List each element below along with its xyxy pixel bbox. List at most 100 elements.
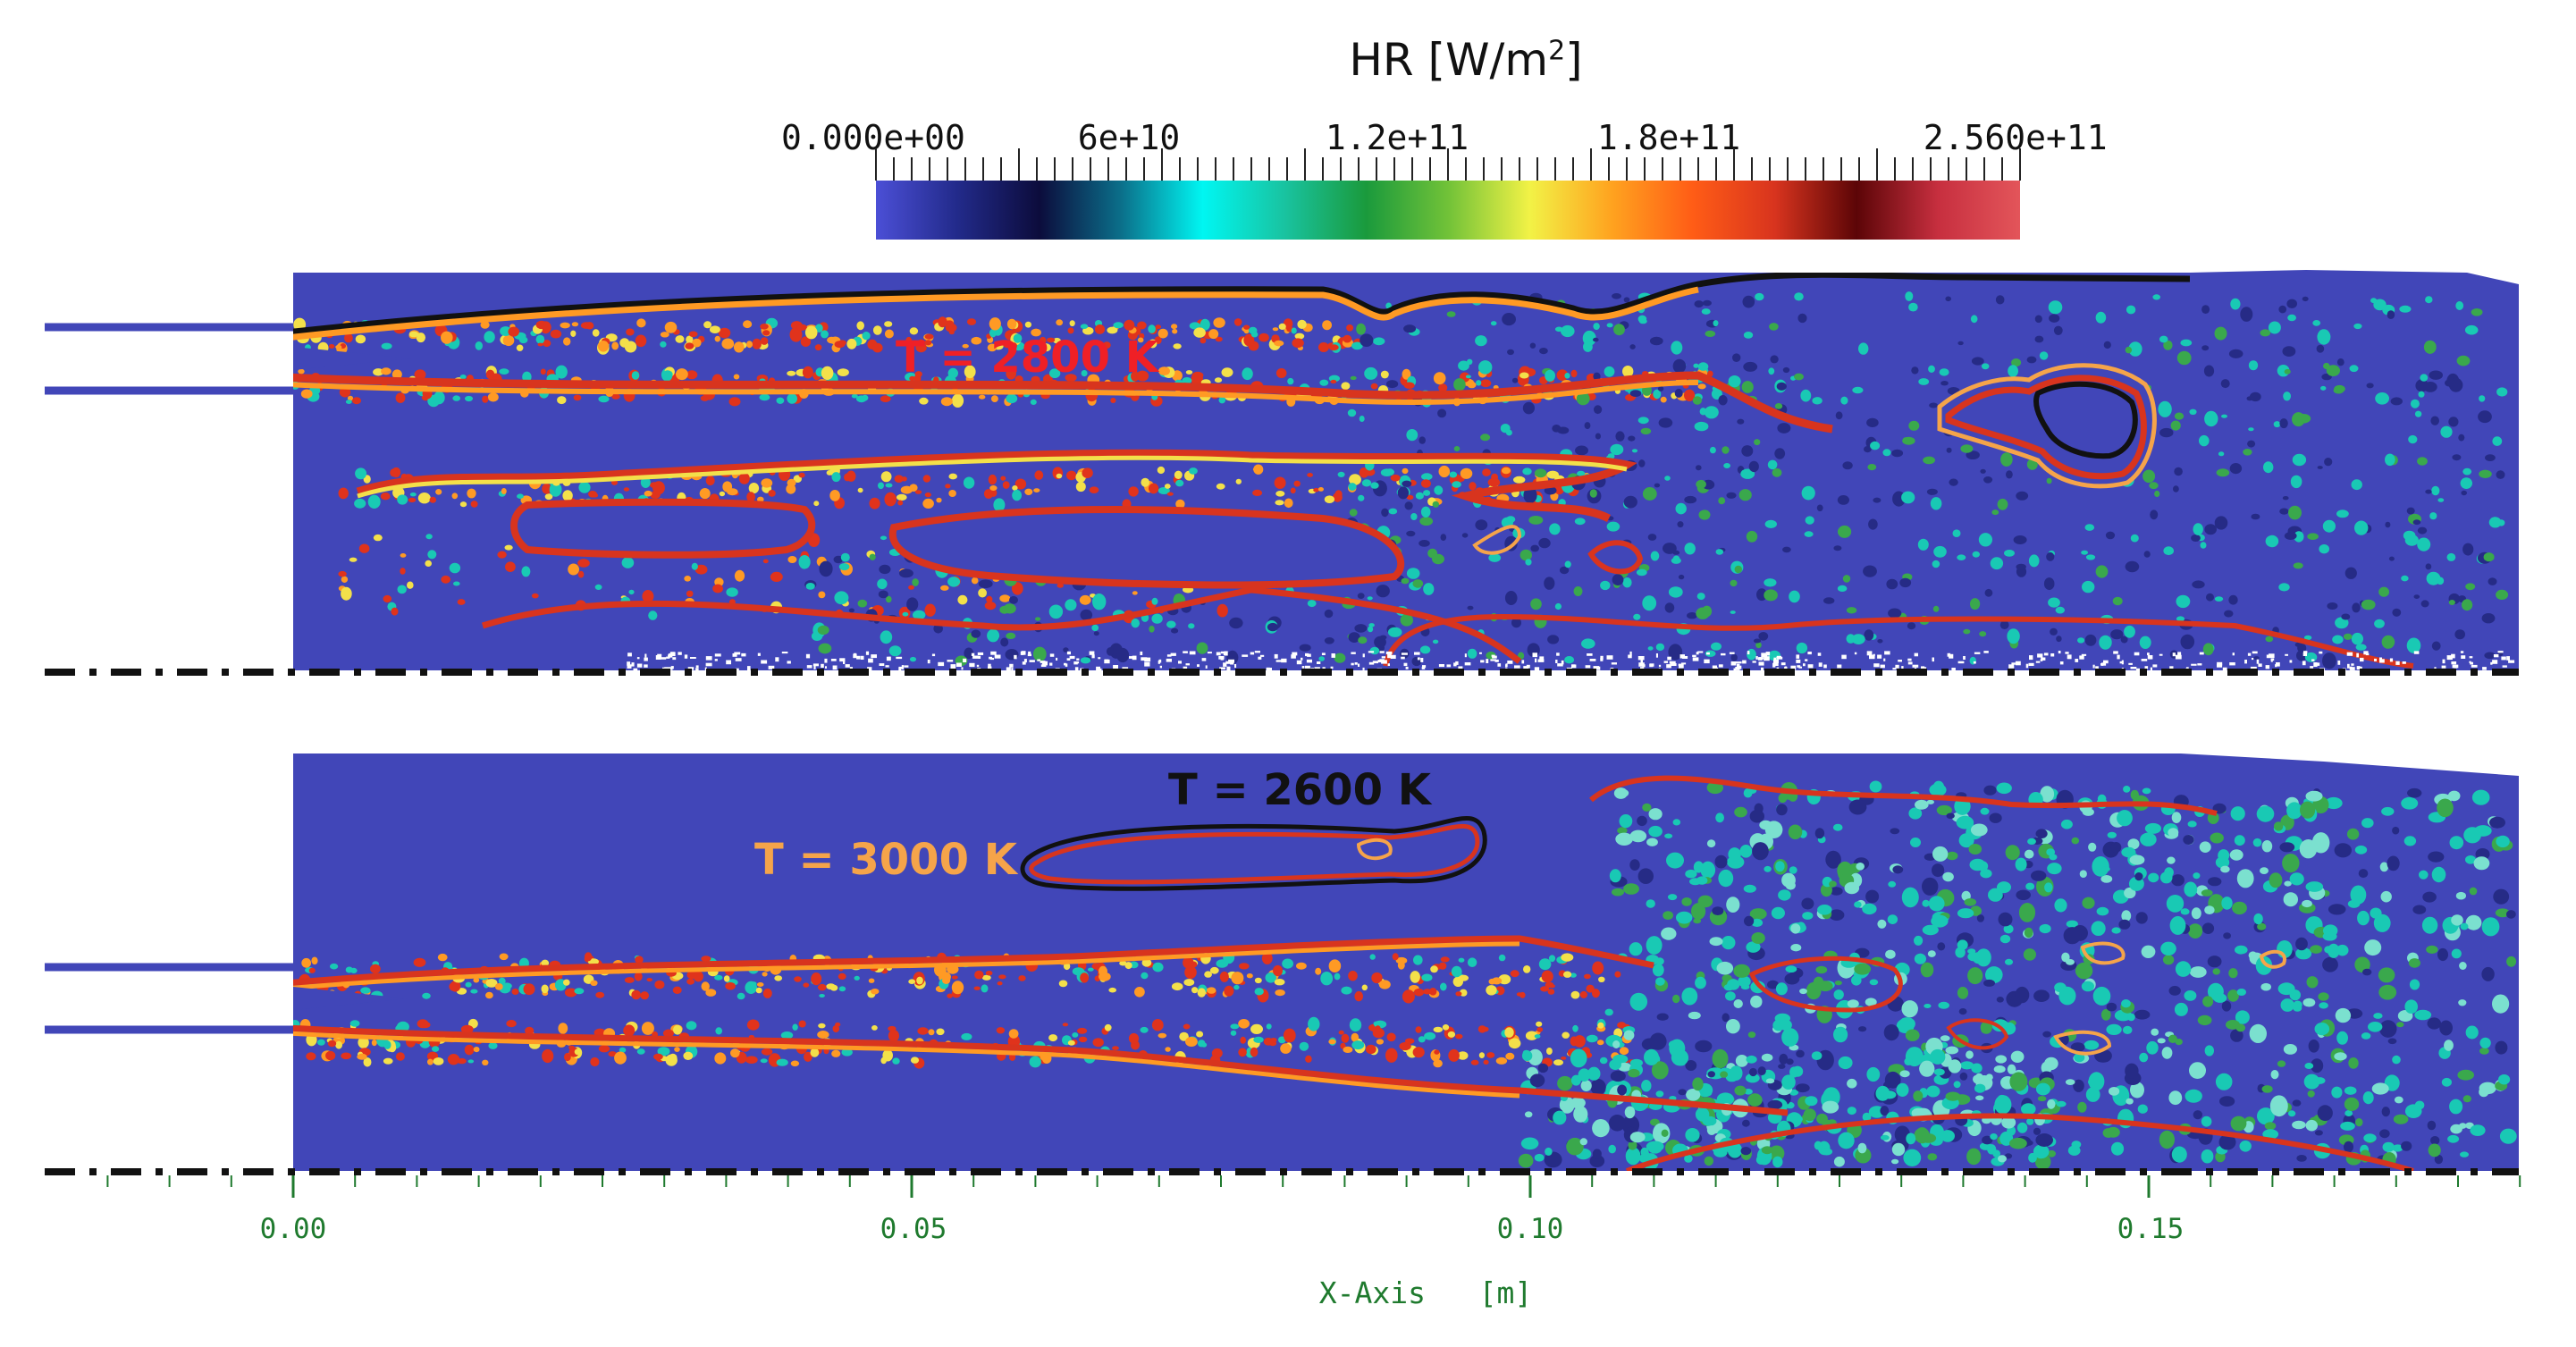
hr-patch [1381,508,1389,518]
hr-patch [945,484,951,489]
hr-patch [1691,903,1706,920]
hr-patch [2239,1141,2252,1152]
hr-patch [1629,942,1643,956]
hr-patch [2187,821,2197,828]
hr-patch [2130,789,2139,800]
hr-patch [2106,1002,2117,1012]
hr-patch [2128,341,2142,357]
hr-patch [1960,1061,1974,1070]
hr-patch [427,550,437,560]
hr-patch [2091,921,2106,936]
hr-patch [1438,465,1451,478]
hr-patch [1157,466,1166,475]
white-speck [1390,654,1396,659]
hr-patch [1801,485,1815,501]
hr-patch [2293,1000,2302,1009]
hr-patch [787,370,796,376]
hr-patch [2077,637,2085,644]
white-speck [1758,657,1764,660]
white-speck [849,667,853,670]
hr-patch [2331,1086,2343,1099]
hr-patch [1508,1038,1521,1049]
hr-patch [1158,487,1170,494]
hr-patch [2221,414,2227,418]
white-speck [2452,664,2459,669]
hr-patch [1685,1060,1697,1071]
hr-patch [2236,869,2254,888]
hr-patch [985,970,993,976]
hr-patch [501,982,512,989]
hr-patch [611,393,620,400]
hr-patch [501,488,507,494]
hr-patch [686,590,694,597]
white-speck [735,668,739,670]
hr-patch [2095,311,2107,324]
hr-patch [2035,829,2048,838]
hr-patch [1272,327,1279,332]
white-speck [1069,655,1075,660]
hr-patch [1029,1056,1041,1068]
hr-patch [2326,365,2340,376]
hr-patch [2437,577,2445,585]
hr-patch [888,1030,900,1042]
hr-patch [1437,408,1447,418]
white-speck [1729,652,1735,654]
hr-patch [948,473,957,480]
hr-patch [862,394,869,401]
hr-patch [449,981,459,991]
hr-patch [1668,1040,1679,1048]
hr-patch [2049,854,2058,861]
hr-patch [1524,1111,1533,1118]
hr-patch [1349,474,1361,485]
white-speck [1330,666,1334,669]
white-speck [888,656,891,661]
hr-patch [1399,1041,1411,1051]
hr-patch [884,329,894,339]
hr-patch [1510,970,1520,978]
colorbar-tick-label: 0.000e+00 [781,118,965,157]
hr-patch [2243,449,2252,456]
hr-patch [2426,945,2438,954]
hr-patch [1570,1048,1587,1068]
hr-patch [597,341,610,352]
hr-patch [2180,634,2195,650]
hr-patch [2201,345,2210,351]
hr-patch [1523,487,1537,504]
white-speck [2029,655,2033,661]
white-speck [2365,652,2370,656]
hr-patch [1983,785,1997,796]
hr-patch [1324,609,1334,619]
hr-patch [2047,863,2062,875]
hr-patch [451,492,459,500]
hr-patch [2269,1095,2288,1117]
hr-patch [1185,370,1193,375]
hr-patch [2361,1032,2371,1040]
hr-patch [1107,326,1118,334]
hr-patch [1796,1049,1805,1058]
hr-patch [1188,623,1195,629]
hr-patch [987,343,998,352]
hr-patch [2317,329,2331,345]
hr-patch [683,1051,694,1061]
hr-patch [2429,370,2443,380]
hr-patch [674,1047,680,1052]
hr-patch [2379,862,2389,872]
hr-patch [1267,622,1279,632]
hr-patch [2016,1122,2028,1133]
hr-patch [449,562,461,574]
white-speck [994,654,1001,659]
hr-patch [1908,302,1918,312]
hr-patch [2176,616,2185,622]
hr-patch [1846,607,1857,614]
hr-patch [1158,328,1168,339]
white-speck [1907,661,1913,665]
white-speck [1758,661,1764,666]
hr-patch [2496,387,2508,397]
hr-patch [1692,396,1702,405]
hr-patch [2121,910,2132,922]
hr-patch [1423,490,1431,496]
hr-patch [1781,1074,1796,1090]
bottom-lower-front-yellow [293,1031,1520,1099]
hr-patch [1538,958,1552,971]
hr-patch [1866,417,1879,427]
